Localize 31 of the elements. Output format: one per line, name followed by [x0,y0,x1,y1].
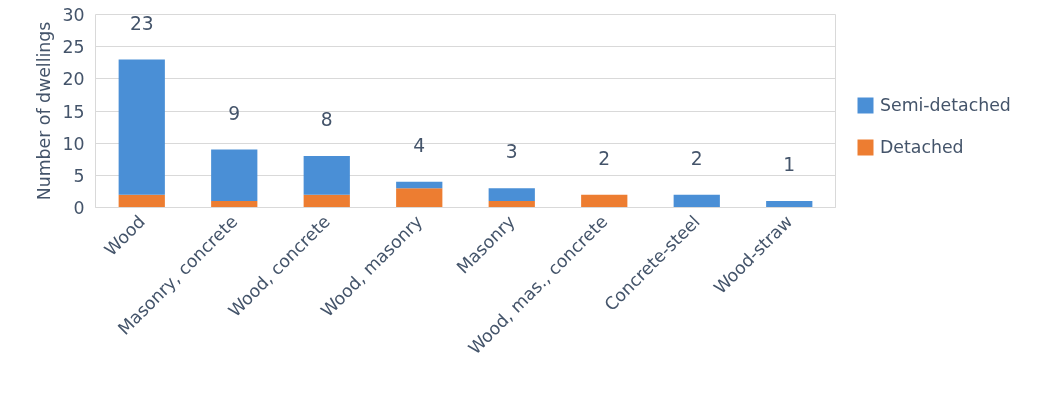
bar [766,201,813,208]
y-tick-label: 30 [62,5,85,25]
bar [118,59,165,195]
bar [396,188,443,208]
total-label: 3 [505,141,518,163]
y-tick-label: 25 [62,37,85,58]
y-tick-label: 5 [73,165,85,186]
y-tick-label: 0 [73,198,85,218]
bar [488,201,535,208]
bar [581,194,628,208]
bar [211,201,258,208]
total-label: 2 [598,147,611,169]
bar [118,194,165,208]
legend-label: Semi-detached [880,95,1011,115]
bar [488,188,535,202]
total-label: 1 [783,154,796,176]
y-tick-label: 15 [62,101,85,122]
total-label: 8 [320,109,333,131]
y-tick-label: 10 [62,133,85,154]
bar [303,156,350,195]
y-axis-title: Number of dwellings [34,21,55,201]
bar [303,194,350,208]
legend-label: Detached [880,137,964,157]
total-label: 9 [228,102,241,124]
total-label: 23 [129,12,154,34]
bar [396,181,443,189]
bar [211,149,258,202]
total-label: 2 [690,147,703,169]
bar [673,194,720,208]
total-label: 4 [413,134,426,156]
y-tick-label: 20 [62,69,85,90]
